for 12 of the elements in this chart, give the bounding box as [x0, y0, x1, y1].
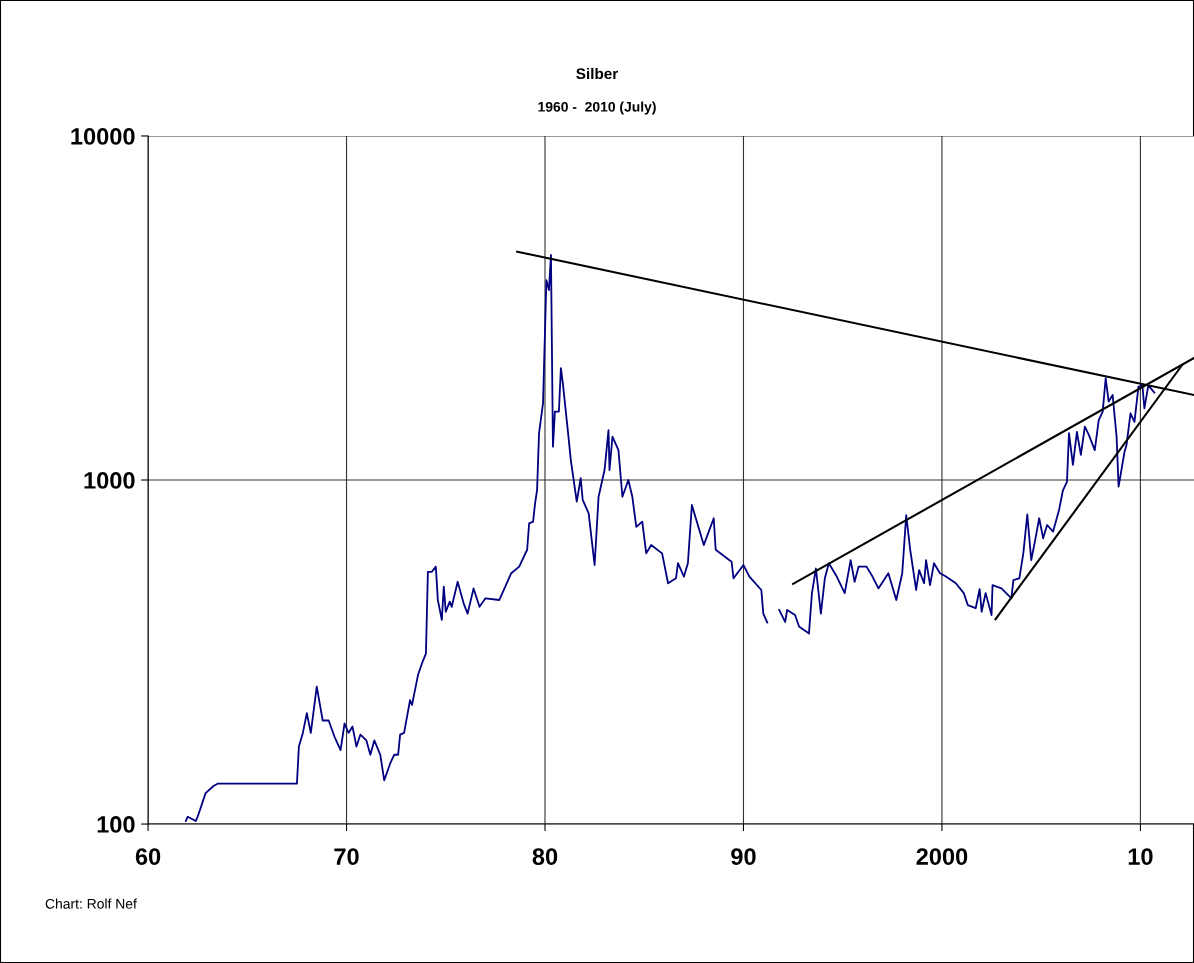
chart-title: Silber: [576, 67, 618, 80]
x-tick-label: 60: [135, 848, 161, 865]
y-tick-label: 1000: [84, 472, 135, 489]
y-tick-label: 100: [97, 816, 135, 833]
text: Chart: Rolf Nef: [45, 898, 137, 909]
x-tick-label: 10: [1128, 848, 1153, 865]
x-tick-label: 80: [532, 848, 558, 865]
x-tick-label: 90: [731, 848, 756, 865]
y-tick-label: 10000: [71, 128, 135, 145]
chart-subtitle: 1960 - 2010 (July): [538, 101, 656, 115]
x-tick-label: 2000: [916, 848, 968, 865]
x-tick-label: 70: [334, 848, 359, 865]
